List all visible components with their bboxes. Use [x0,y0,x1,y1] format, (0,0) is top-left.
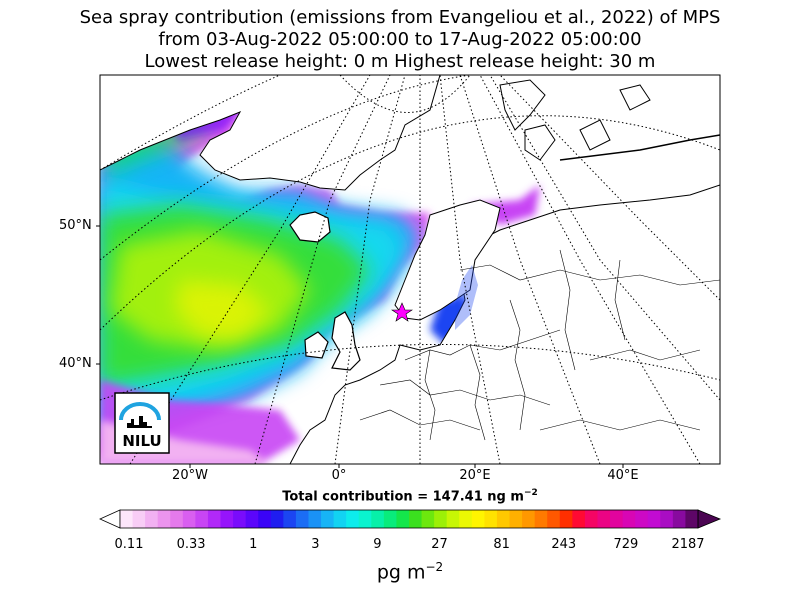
colorbar-segment [371,510,385,528]
colorbar-segment [220,510,234,528]
title-line-1: Sea spray contribution (emissions from E… [79,7,721,28]
iceland-land [289,211,331,243]
colorbar-tick-label: 0.11 [114,537,144,552]
colorbar-segment [195,510,209,528]
title-line-2: from 03-Aug-2022 05:00:00 to 17-Aug-2022… [158,29,642,50]
total-contribution: Total contribution = 147.41 ng m−2 [282,488,538,505]
colorbar-tick-label: 0.33 [176,537,206,552]
colorbar-segment [145,510,159,528]
colorbar-outline [119,509,699,529]
colorbar-segment [685,510,699,528]
nilu-logo: NILU [114,392,170,454]
greenland-land [100,75,441,191]
colorbar-segment [647,510,661,528]
colorbar-segment [559,510,573,528]
colorbar-segment [584,510,598,528]
colorbar-tick-label: 9 [373,537,382,552]
colorbar-segment [157,510,171,528]
colorbar-segment [283,510,297,528]
colorbar-segment [132,510,146,528]
nilu-logo-text: NILU [122,432,161,450]
colorbar-tick-label: 27 [431,537,448,552]
colorbar-segment [396,510,410,528]
colorbar-segment [672,510,686,528]
great-britain-land [331,311,361,371]
colorbar-segment [471,510,485,528]
colorbar-tick-label: 243 [551,537,577,552]
colorbar-tick-label: 1 [249,537,258,552]
colorbar-segment [245,510,259,528]
colorbar-segment [484,510,498,528]
title-line-3: Lowest release height: 0 m Highest relea… [144,51,656,72]
colorbar-segment [509,510,523,528]
map-area [100,75,720,464]
colorbar-segment [434,510,448,528]
colorbar-tick-label: 2187 [671,537,705,552]
colorbar-segment [534,510,548,528]
colorbar [99,509,722,529]
colorbar-extend-low [99,509,121,529]
colorbar-segment [547,510,561,528]
colorbar-segment [258,510,272,528]
graticule [100,75,720,464]
colorbar-tick-label: 729 [613,537,639,552]
colorbar-segment [120,510,134,528]
colorbar-extend-high [697,509,722,529]
colorbar-unit-label: pg m−2 [376,560,444,584]
colorbar-tick-label: 81 [493,537,510,552]
colorbar-segment [459,510,473,528]
colorbar-segment [572,510,586,528]
colorbar-segment [308,510,322,528]
colorbar-segment [182,510,196,528]
europe-land [289,184,720,464]
colorbar-segment [270,510,284,528]
colorbar-segment [207,510,222,528]
colorbar-segment [233,510,247,528]
colorbar-segment [610,510,624,528]
colorbar-segment [358,510,372,528]
colorbar-segment [383,510,397,528]
lon-label-40e: 40°E [607,468,639,483]
colorbar-segment [346,510,360,528]
colorbar-segment [409,510,423,528]
colorbar-segment [635,510,649,528]
colorbar-segment [522,510,536,528]
colorbar-segment [321,510,335,528]
colorbar-segment [496,510,511,528]
lat-label-40n: 40°N [59,356,92,371]
lon-label-20e: 20°E [459,468,491,483]
colorbar-segment [597,510,611,528]
colorbar-tick-label: 3 [311,537,320,552]
station-star-marker [391,302,413,322]
scandinavia-land [394,199,501,321]
lat-label-50n: 50°N [59,218,92,233]
lon-label-20w: 20°W [172,468,208,483]
colorbar-segment [446,510,460,528]
colorbar-segment [333,510,347,528]
lon-label-0: 0° [331,468,347,483]
colorbar-segment [295,510,309,528]
colorbar-segment [622,510,636,528]
ireland-land [304,331,329,359]
colorbar-segment [421,510,435,528]
colorbar-segment [660,510,674,528]
colorbar-segment [170,510,184,528]
